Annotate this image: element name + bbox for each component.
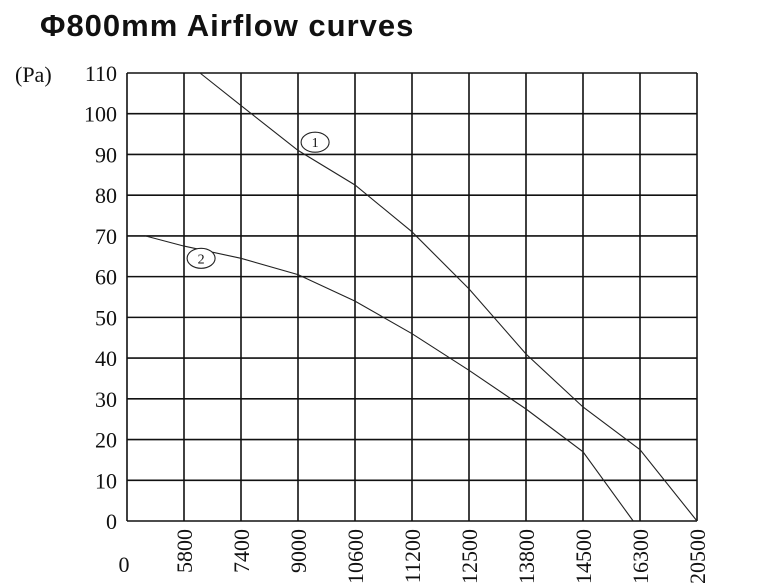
- y-tick-label: 60: [95, 265, 117, 290]
- x-tick-label: 16300: [628, 529, 653, 584]
- series-marker-label: 2: [198, 252, 205, 267]
- x-tick-label: 12500: [457, 529, 482, 584]
- x-tick-label: 13800: [514, 529, 539, 584]
- y-tick-label: 80: [95, 183, 117, 208]
- x-tick-label: 14500: [571, 529, 596, 584]
- y-tick-label: 70: [95, 224, 117, 249]
- x-tick-label: 9000: [286, 529, 311, 573]
- x-tick-label: 7400: [229, 529, 254, 573]
- x-tick-label: 10600: [343, 529, 368, 584]
- chart-title: Φ800mm Airflow curves: [40, 8, 415, 43]
- series-marker-circle: [300, 131, 330, 153]
- x-tick-label: 5800: [172, 529, 197, 573]
- y-tick-label: 100: [84, 102, 117, 127]
- y-axis-label: (Pa): [15, 62, 52, 87]
- y-tick-label: 10: [95, 468, 117, 493]
- series-marker-label: 1: [312, 136, 319, 151]
- series-marker-circle: [186, 247, 216, 269]
- series-line-2: [145, 235, 634, 522]
- y-tick-label: 110: [85, 61, 117, 86]
- series-line-1: [199, 72, 698, 522]
- y-tick-label: 30: [95, 387, 117, 412]
- x-tick-label: 11200: [400, 529, 425, 583]
- y-tick-label: 0: [106, 509, 117, 534]
- x-zero-label: 0: [119, 552, 130, 577]
- y-tick-label: 40: [95, 346, 117, 371]
- y-tick-label: 20: [95, 428, 117, 453]
- y-tick-label: 90: [95, 142, 117, 167]
- y-tick-label: 50: [95, 305, 117, 330]
- x-tick-label: 20500: [685, 529, 710, 584]
